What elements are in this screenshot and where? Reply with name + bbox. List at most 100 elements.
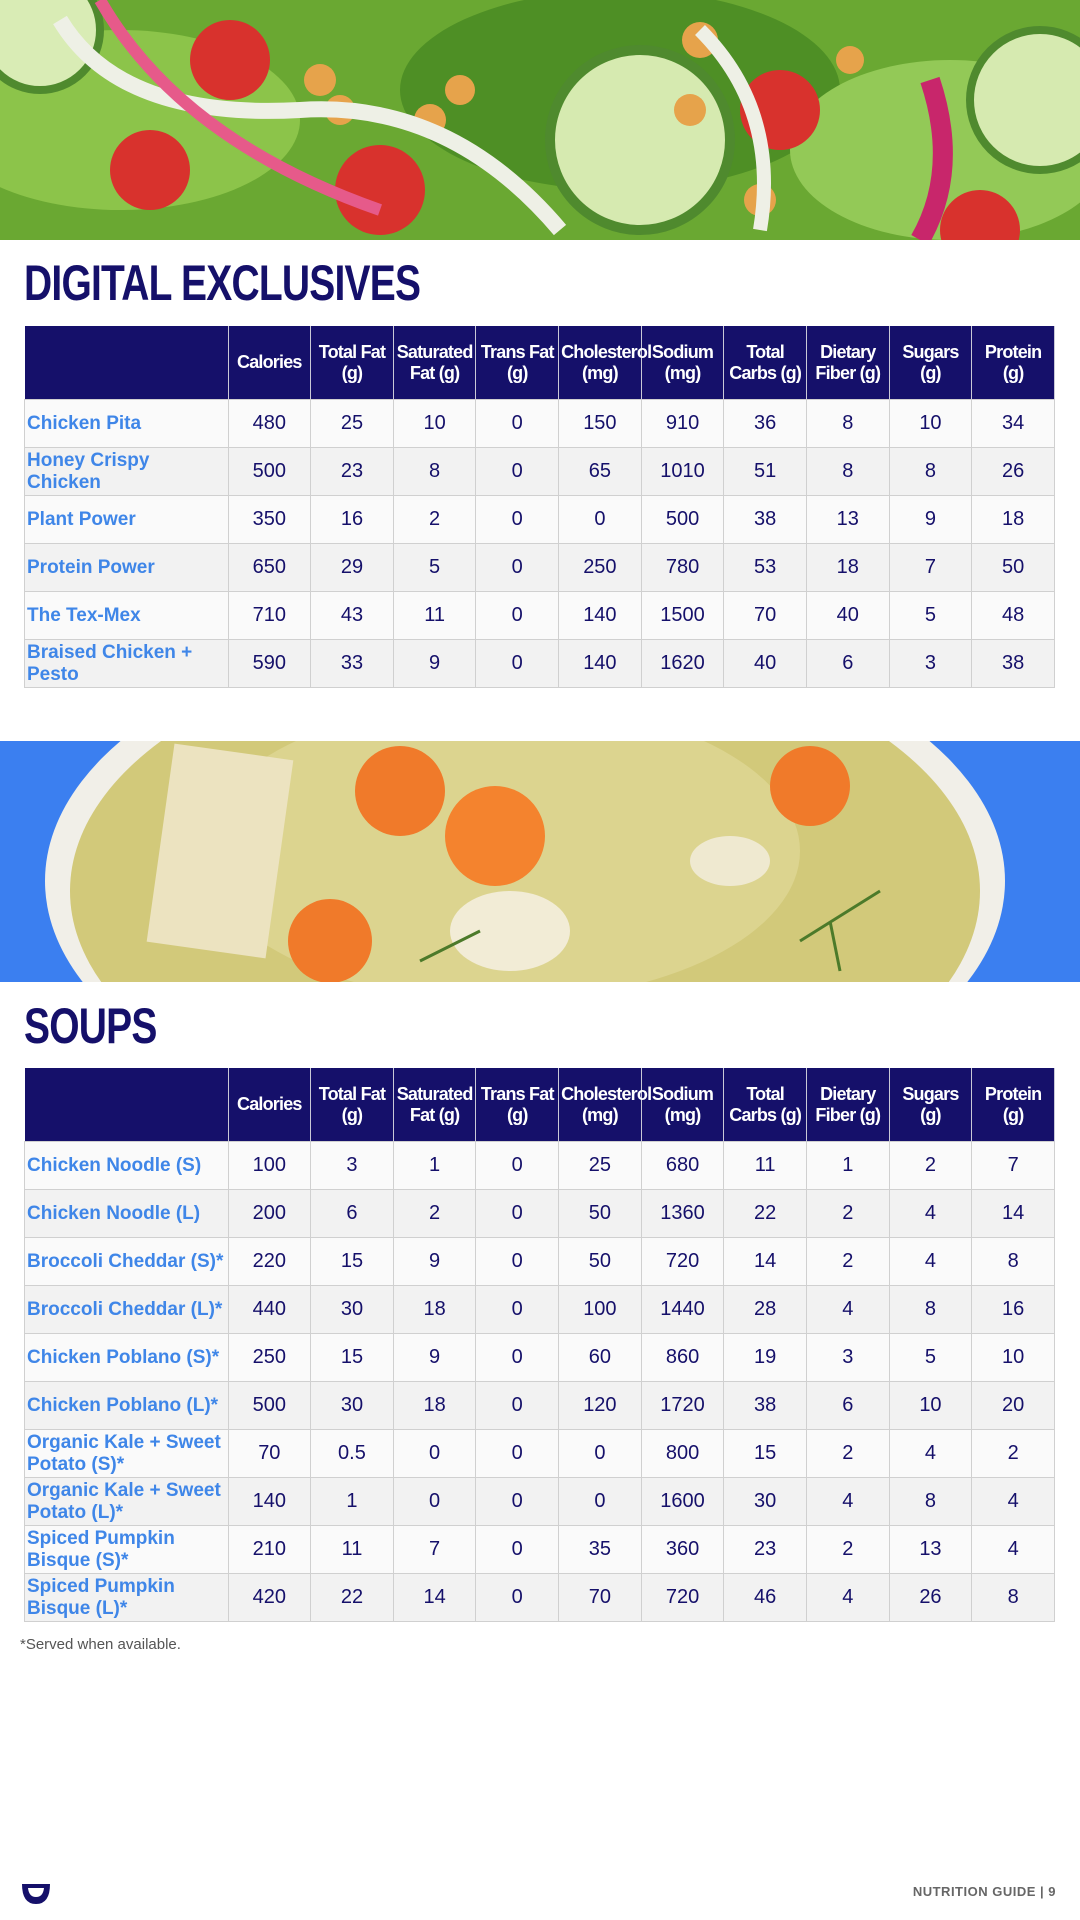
header-cell: Protein (g) bbox=[971, 1068, 1055, 1142]
value-cell: 9 bbox=[392, 1237, 477, 1286]
value-cell: 18 bbox=[392, 1381, 477, 1430]
value-cell: 650 bbox=[227, 543, 312, 592]
value-cell: 40 bbox=[723, 639, 807, 688]
value-cell: 1720 bbox=[640, 1381, 725, 1430]
value-cell: 19 bbox=[723, 1333, 807, 1382]
value-cell: 38 bbox=[723, 495, 807, 544]
value-cell: 0 bbox=[475, 447, 560, 496]
item-name: Chicken Poblano (S)* bbox=[24, 1333, 229, 1382]
value-cell: 4 bbox=[888, 1429, 973, 1478]
value-cell: 1600 bbox=[640, 1477, 725, 1526]
item-name: Chicken Noodle (S) bbox=[24, 1141, 229, 1190]
table-row: Organic Kale + Sweet Potato (L)* 140 1 0 0 0 1… bbox=[24, 1477, 1055, 1526]
value-cell: 20 bbox=[971, 1381, 1055, 1430]
value-cell: 0 bbox=[392, 1429, 477, 1478]
value-cell: 0 bbox=[558, 1477, 642, 1526]
item-name: Organic Kale + Sweet Potato (S)* bbox=[24, 1429, 229, 1478]
value-cell: 0 bbox=[558, 495, 642, 544]
value-cell: 0 bbox=[475, 543, 560, 592]
value-cell: 13 bbox=[888, 1525, 973, 1574]
value-cell: 6 bbox=[310, 1189, 394, 1238]
value-cell: 1 bbox=[310, 1477, 394, 1526]
header-cell bbox=[24, 1068, 229, 1142]
item-name: Chicken Noodle (L) bbox=[24, 1189, 229, 1238]
value-cell: 7 bbox=[392, 1525, 477, 1574]
value-cell: 9 bbox=[392, 639, 477, 688]
footnote: *Served when available. bbox=[20, 1636, 181, 1653]
value-cell: 3 bbox=[805, 1333, 890, 1382]
value-cell: 46 bbox=[723, 1573, 807, 1622]
value-cell: 5 bbox=[888, 591, 973, 640]
value-cell: 23 bbox=[310, 447, 394, 496]
value-cell: 2 bbox=[392, 1189, 477, 1238]
table-row: Broccoli Cheddar (L)* 440 30 18 0 100 1440 28 4 8… bbox=[24, 1285, 1055, 1334]
header-cell: Total Fat (g) bbox=[310, 326, 394, 400]
header-cell: Trans Fat (g) bbox=[475, 1068, 560, 1142]
value-cell: 11 bbox=[310, 1525, 394, 1574]
value-cell: 18 bbox=[392, 1285, 477, 1334]
value-cell: 1010 bbox=[640, 447, 725, 496]
value-cell: 140 bbox=[227, 1477, 312, 1526]
header-row: Calories Total Fat (g) Saturated Fat (g) Tr… bbox=[24, 1068, 1055, 1142]
value-cell: 4 bbox=[971, 1477, 1055, 1526]
value-cell: 36 bbox=[723, 399, 807, 448]
item-name: Braised Chicken + Pesto bbox=[24, 639, 229, 688]
table-row: Honey Crispy Chicken 500 23 8 0 65 1010 51 8 8 26 bbox=[24, 447, 1055, 496]
value-cell: 0 bbox=[475, 591, 560, 640]
header-row: Calories Total Fat (g) Saturated Fat (g) Tr… bbox=[24, 326, 1055, 400]
value-cell: 11 bbox=[723, 1141, 807, 1190]
value-cell: 0 bbox=[475, 639, 560, 688]
value-cell: 60 bbox=[558, 1333, 642, 1382]
value-cell: 0 bbox=[475, 1477, 560, 1526]
value-cell: 14 bbox=[392, 1573, 477, 1622]
value-cell: 13 bbox=[805, 495, 890, 544]
item-name: Plant Power bbox=[24, 495, 229, 544]
value-cell: 8 bbox=[392, 447, 477, 496]
table-row: Plant Power 350 16 2 0 0 500 38 13 9 18 bbox=[24, 495, 1055, 544]
value-cell: 0 bbox=[475, 1141, 560, 1190]
value-cell: 2 bbox=[805, 1189, 890, 1238]
value-cell: 22 bbox=[310, 1573, 394, 1622]
value-cell: 0 bbox=[475, 1333, 560, 1382]
header-cell: Total Carbs (g) bbox=[723, 326, 807, 400]
value-cell: 1360 bbox=[640, 1189, 725, 1238]
value-cell: 500 bbox=[227, 447, 312, 496]
table-row: Chicken Poblano (L)* 500 30 18 0 120 1720 38 6 10… bbox=[24, 1381, 1055, 1430]
value-cell: 0 bbox=[475, 495, 560, 544]
value-cell: 4 bbox=[971, 1525, 1055, 1574]
value-cell: 0.5 bbox=[310, 1429, 394, 1478]
value-cell: 14 bbox=[723, 1237, 807, 1286]
value-cell: 22 bbox=[723, 1189, 807, 1238]
header-cell: Total Carbs (g) bbox=[723, 1068, 807, 1142]
table-row: Spiced Pumpkin Bisque (L)* 420 22 14 0 70 720 4… bbox=[24, 1573, 1055, 1622]
value-cell: 250 bbox=[227, 1333, 312, 1382]
value-cell: 590 bbox=[227, 639, 312, 688]
section-title: SOUPS bbox=[24, 998, 157, 1054]
value-cell: 14 bbox=[971, 1189, 1055, 1238]
value-cell: 70 bbox=[723, 591, 807, 640]
table-row: Spiced Pumpkin Bisque (S)* 210 11 7 0 35 360 23… bbox=[24, 1525, 1055, 1574]
value-cell: 1620 bbox=[640, 639, 725, 688]
value-cell: 220 bbox=[227, 1237, 312, 1286]
value-cell: 16 bbox=[971, 1285, 1055, 1334]
value-cell: 0 bbox=[475, 1429, 560, 1478]
table-row: Chicken Noodle (L) 200 6 2 0 50 1360 22 2 4 14 bbox=[24, 1189, 1055, 1238]
item-name: Broccoli Cheddar (L)* bbox=[24, 1285, 229, 1334]
value-cell: 10 bbox=[888, 1381, 973, 1430]
header-cell: Protein (g) bbox=[971, 326, 1055, 400]
table-row: The Tex-Mex 710 43 11 0 140 1500 70 40 5 48 bbox=[24, 591, 1055, 640]
value-cell: 23 bbox=[723, 1525, 807, 1574]
value-cell: 10 bbox=[392, 399, 477, 448]
value-cell: 40 bbox=[805, 591, 890, 640]
value-cell: 5 bbox=[888, 1333, 973, 1382]
header-cell: Calories bbox=[228, 1068, 312, 1142]
header-cell: Dietary Fiber (g) bbox=[806, 1068, 890, 1142]
value-cell: 8 bbox=[888, 447, 973, 496]
value-cell: 4 bbox=[888, 1189, 973, 1238]
header-cell: Total Fat (g) bbox=[310, 1068, 394, 1142]
value-cell: 38 bbox=[723, 1381, 807, 1430]
value-cell: 720 bbox=[640, 1573, 725, 1622]
value-cell: 100 bbox=[227, 1141, 312, 1190]
value-cell: 70 bbox=[227, 1429, 312, 1478]
